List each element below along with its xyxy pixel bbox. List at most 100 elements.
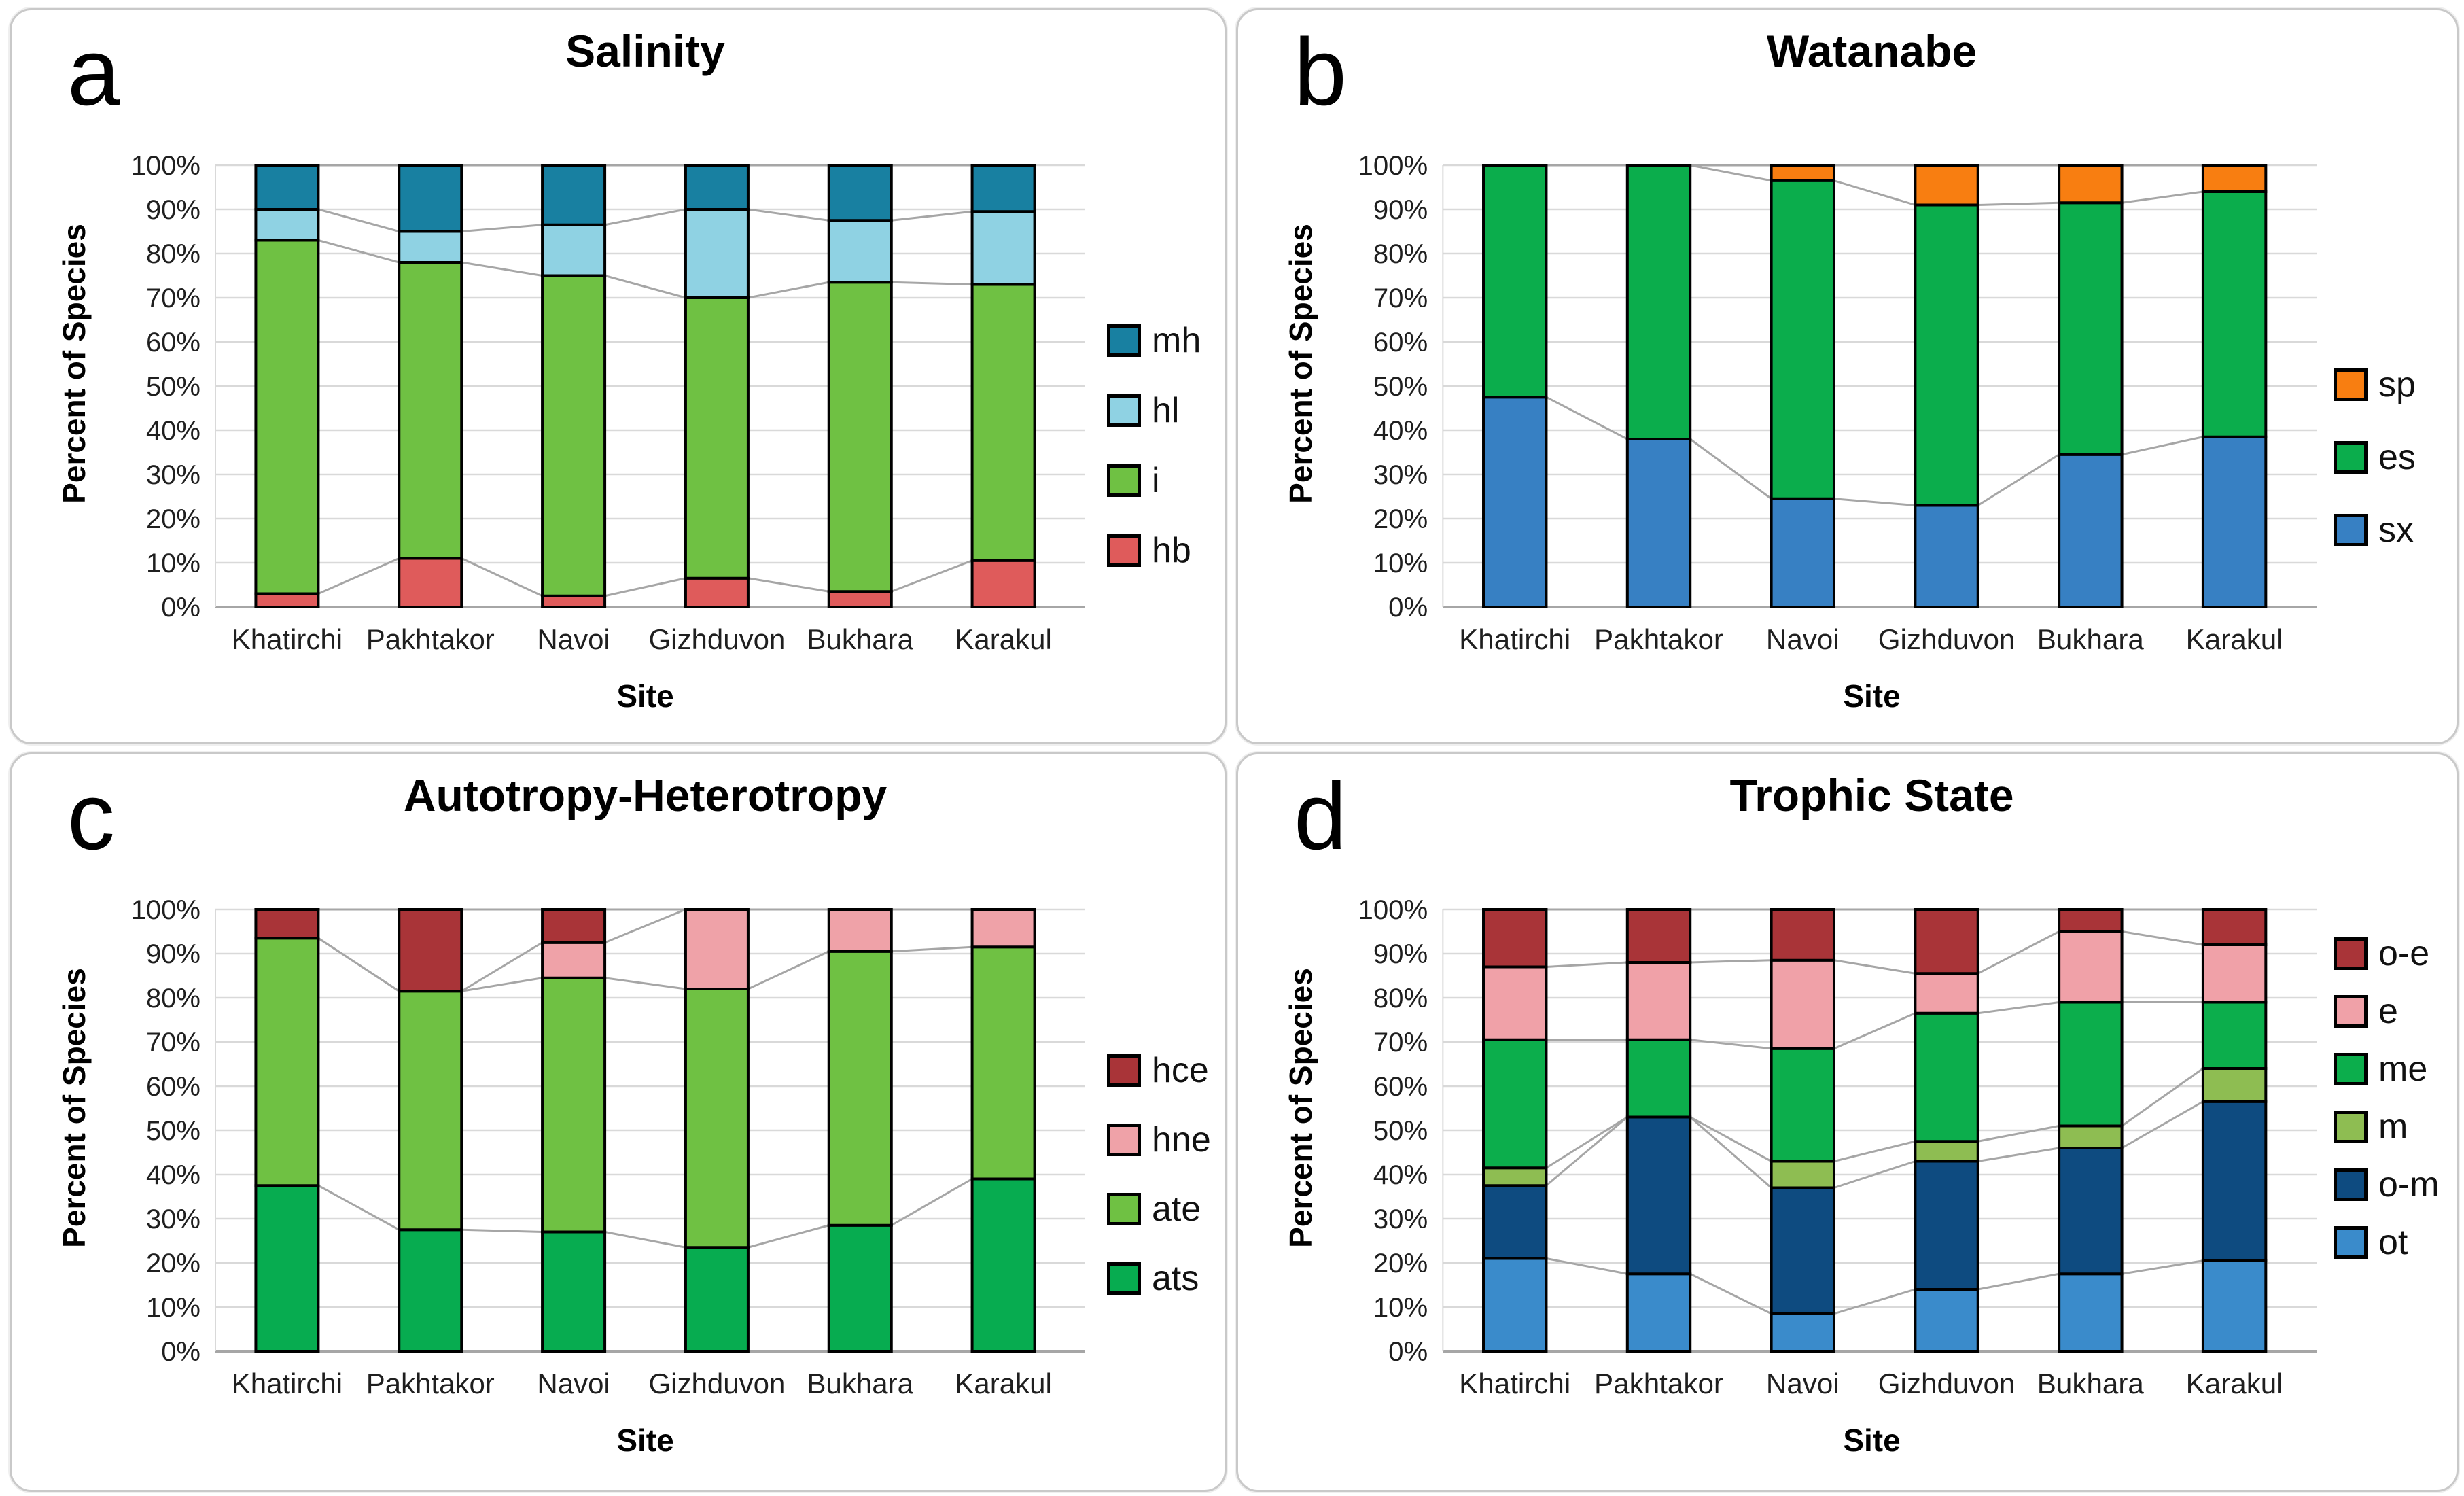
y-tick-label: 90% xyxy=(146,195,200,225)
salinity-chart-plot: 0% 10% 20% 30% 40% 50% 60% 70% 80% 90% 100% Khatirc… xyxy=(131,151,1085,655)
bar-segment-sx xyxy=(1914,504,1979,608)
legend-swatch xyxy=(2334,994,2368,1028)
legend: hce hne ate ats xyxy=(1107,754,1225,1490)
y-tick-label: 0% xyxy=(161,593,200,623)
series-connector-line xyxy=(1977,201,2060,206)
y-tick-label: 100% xyxy=(1358,151,1428,181)
series-connector-line xyxy=(1689,438,1772,500)
y-tick-label: 30% xyxy=(1373,1204,1428,1234)
series-connector-line xyxy=(1977,930,2060,975)
series-connector-line xyxy=(318,239,400,264)
bar-segment-ate xyxy=(684,988,750,1249)
legend-label: i xyxy=(1152,460,1160,500)
bar-segment-e xyxy=(2201,943,2268,1004)
series-connector-line xyxy=(1977,1272,2060,1291)
legend-swatch xyxy=(1107,394,1141,427)
y-axis-label: Percent of Species xyxy=(56,968,92,1248)
series-connector-line xyxy=(604,208,686,226)
series-connector-line xyxy=(1833,179,1916,206)
legend-swatch xyxy=(1107,324,1141,357)
series-connector-line xyxy=(747,208,829,222)
series-connector-line xyxy=(318,208,400,232)
y-tick-label: 80% xyxy=(146,239,200,269)
y-tick-label: 10% xyxy=(1373,1293,1428,1323)
bar-segment-o-m xyxy=(1482,1184,1548,1260)
x-category-label: Khatirchi xyxy=(232,1368,342,1399)
bar-segment-o-e xyxy=(1770,908,1836,962)
bar-segment-hb xyxy=(684,576,750,608)
bar-segment-ats xyxy=(970,1177,1036,1353)
legend-swatch xyxy=(1107,1193,1141,1225)
x-category-label: Pakhtakor xyxy=(366,1368,495,1399)
series-connector-line xyxy=(1545,1116,1628,1169)
series-connector-line xyxy=(747,1224,830,1249)
bar-segment-es xyxy=(1625,164,1692,440)
legend-item-hb: hb xyxy=(1107,533,1191,568)
legend-label: ate xyxy=(1152,1189,1201,1229)
bar-segment-i xyxy=(827,281,893,593)
bar-segment-ats xyxy=(254,1184,320,1353)
bar-segment-mh xyxy=(827,164,893,222)
bar-segment-m xyxy=(2058,1124,2124,1149)
bar-segment-hl xyxy=(541,223,607,277)
x-axis-label: Site xyxy=(1843,678,1901,714)
series-connector-line xyxy=(604,275,686,299)
series-connector-line xyxy=(747,577,829,593)
y-tick-label: 70% xyxy=(1373,283,1428,313)
legend-swatch xyxy=(2334,1168,2368,1201)
y-tick-label: 70% xyxy=(146,1028,200,1058)
legend-label: o-e xyxy=(2378,933,2430,973)
bar-segment-ats xyxy=(541,1230,607,1353)
x-category-label: Karakul xyxy=(955,623,1051,655)
legend: sp es sx xyxy=(2334,10,2453,742)
series-connector-line xyxy=(461,557,543,597)
x-category-label: Khatirchi xyxy=(1459,1368,1570,1399)
legend-item-ot: ot xyxy=(2334,1225,2408,1260)
legend-item-sp: sp xyxy=(2334,367,2416,402)
legend-label: me xyxy=(2378,1049,2428,1089)
series-connector-line xyxy=(1833,1160,1916,1189)
x-category-label: Pakhtakor xyxy=(1594,1368,1723,1399)
bar-segment-hce xyxy=(398,908,463,993)
y-tick-label: 10% xyxy=(146,1293,200,1323)
series-connector-line xyxy=(1833,959,1916,975)
bar-segment-e xyxy=(1770,958,1836,1050)
y-tick-label: 90% xyxy=(146,939,200,969)
bar-segment-hce xyxy=(541,908,607,944)
x-category-label: Bukhara xyxy=(2037,623,2145,655)
bar-segment-ats xyxy=(827,1223,893,1353)
bar-segment-m xyxy=(1914,1140,1979,1163)
series-connector-line xyxy=(461,941,543,992)
bar-segment-sx xyxy=(1482,396,1548,608)
series-connector-line xyxy=(1977,453,2060,506)
y-tick-label: 50% xyxy=(146,1116,200,1146)
x-axis-label: Site xyxy=(616,1423,674,1458)
panel-trophic-state: 0% 10% 20% 30% 40% 50% 60% 70% 80% 90% 100% Khatirc… xyxy=(1236,752,2459,1492)
bar-segment-sx xyxy=(2058,453,2124,608)
bar-segment-me xyxy=(1482,1038,1548,1170)
panel-letter: c xyxy=(67,763,115,869)
bar-segment-hb xyxy=(398,557,463,608)
bar-segment-i xyxy=(398,261,463,560)
panel-letter: a xyxy=(67,18,120,125)
bar-segment-hl xyxy=(684,208,750,299)
x-category-label: Khatirchi xyxy=(232,623,342,655)
series-connector-line xyxy=(1833,1012,1916,1050)
y-tick-label: 20% xyxy=(146,504,200,534)
bar-segment-sp xyxy=(2058,164,2124,205)
bar-segment-hl xyxy=(254,208,320,242)
series-connector-line xyxy=(891,210,972,222)
y-tick-label: 70% xyxy=(1373,1028,1428,1058)
y-tick-label: 60% xyxy=(1373,328,1428,358)
bar-segment-es xyxy=(2201,190,2268,438)
y-tick-label: 0% xyxy=(161,1337,200,1367)
legend-item-m: m xyxy=(2334,1109,2408,1145)
panel-salinity: 0% 10% 20% 30% 40% 50% 60% 70% 80% 90% 100% Khatirc… xyxy=(10,8,1227,744)
series-connector-line xyxy=(604,577,686,597)
x-category-label: Pakhtakor xyxy=(1594,623,1723,655)
y-tick-label: 40% xyxy=(146,1160,200,1190)
x-category-label: Khatirchi xyxy=(1459,623,1570,655)
x-category-label: Navoi xyxy=(1766,623,1840,655)
bar-segment-ot xyxy=(2058,1272,2124,1353)
